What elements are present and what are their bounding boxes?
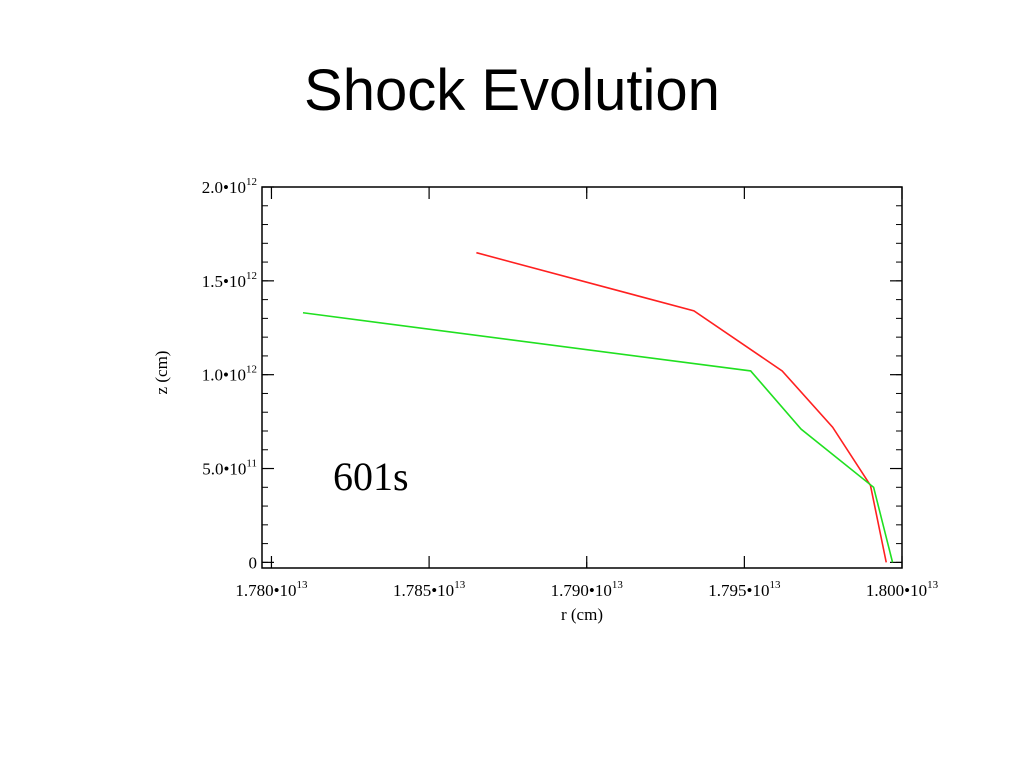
y-tick-label: 5.0•1011 [202,458,257,479]
x-tick-label: 1.785•1013 [393,579,466,600]
y-tick-label: 1.0•1012 [202,364,257,385]
y-tick-labels: 0 5.0•1011 1.0•1012 1.5•1012 2.0•1012 [202,176,257,572]
plot-frame [261,186,903,569]
y-tick-label: 2.0•1012 [202,176,257,197]
x-tick-label: 1.790•1013 [551,579,624,600]
major-ticks [262,186,903,568]
slide-title: Shock Evolution [304,58,720,123]
minor-ticks [262,186,903,568]
y-tick-label: 1.5•1012 [202,270,257,291]
x-tick-labels: 1.780•1013 1.785•1013 1.790•1013 1.795•1013… [235,579,938,600]
x-tick-label: 1.780•1013 [235,579,308,600]
series-lines [302,251,894,563]
y-tick-label: 0 [249,553,258,572]
x-tick-label: 1.800•1013 [866,579,939,600]
x-axis-label: r (cm) [561,605,603,624]
series-line-2 [302,311,894,563]
time-annotation: 601s [333,454,409,499]
x-tick-label: 1.795•1013 [708,579,781,600]
series-line-1 [476,251,888,563]
plot-border [261,186,903,569]
y-axis-label: z (cm) [152,351,171,395]
